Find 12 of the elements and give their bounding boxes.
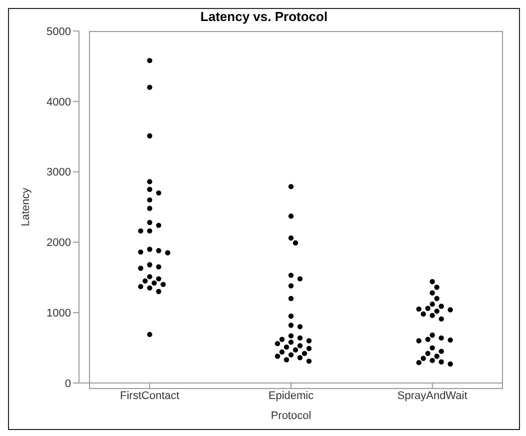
x-tick-label: SprayAndWait [397,390,468,402]
x-tick-label: Epidemic [268,390,314,402]
y-tick-label: 2000 [46,237,71,250]
y-tick-label: 1000 [46,308,71,320]
y-tick-label: 0 [64,378,71,390]
y-axis-title: Latency [20,187,32,226]
chart-title: Latency vs. Protocol [199,9,329,25]
x-axis-title: Protocol [270,410,312,422]
y-tick-label: 5000 [46,26,71,38]
y-tick-label: 3000 [46,166,71,179]
y-tick-label: 4000 [46,96,71,108]
x-tick-label: FirstContact [120,390,180,402]
